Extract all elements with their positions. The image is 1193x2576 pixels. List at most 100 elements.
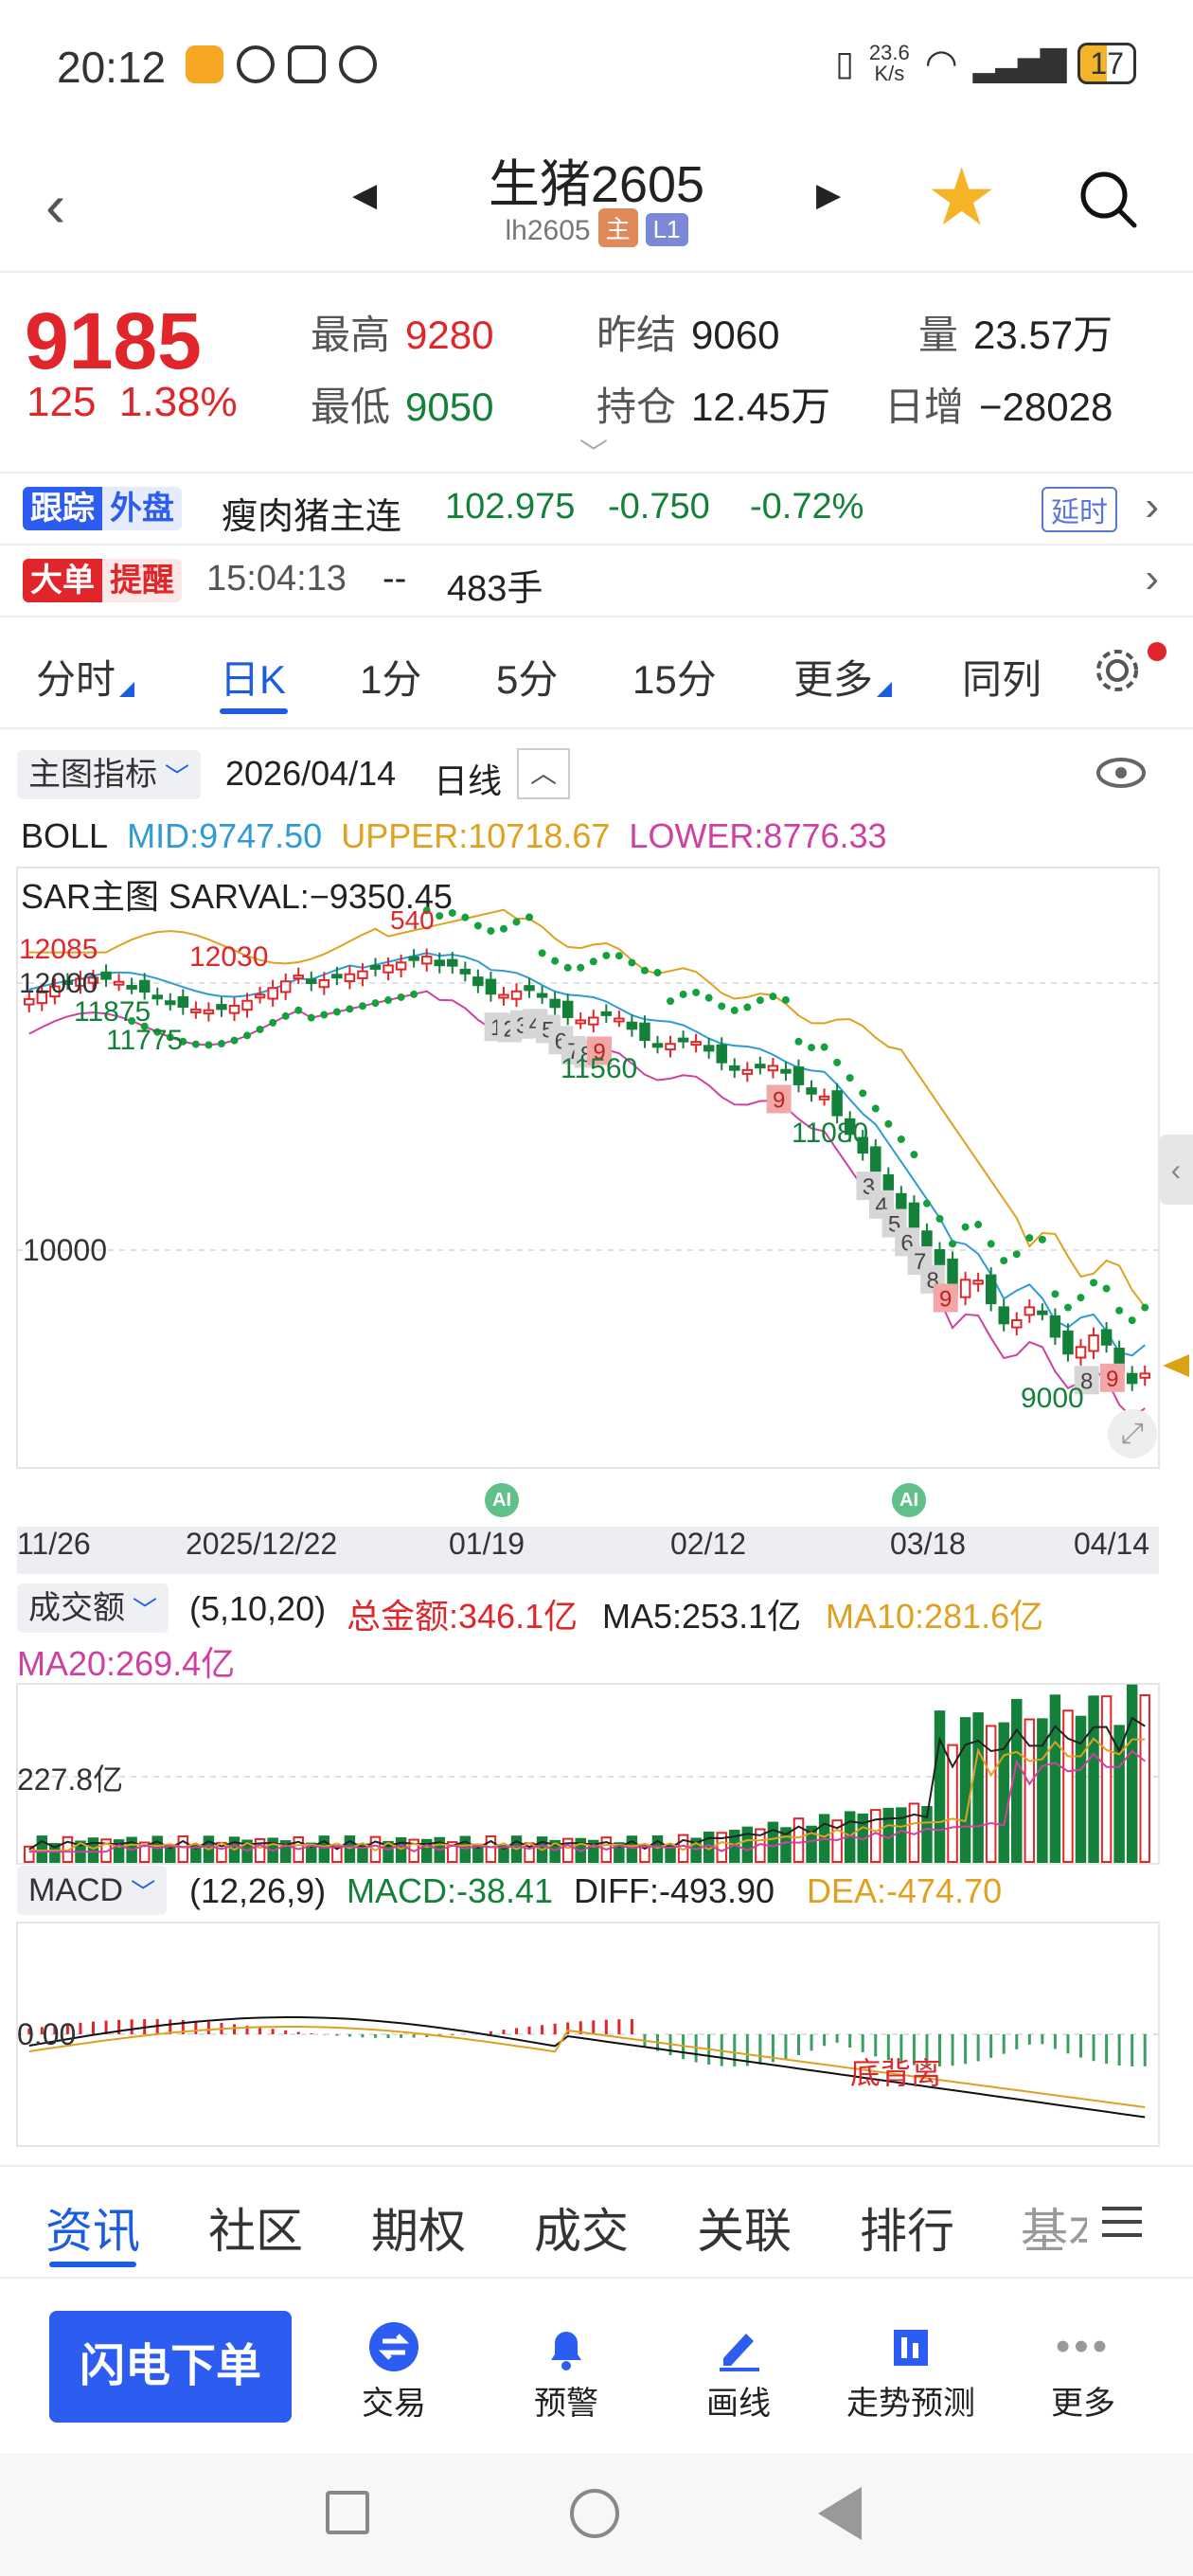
sar-dot <box>808 1044 816 1052</box>
back-icon[interactable]: ‹ <box>45 171 66 240</box>
tab-daily[interactable]: 日K <box>220 657 287 702</box>
volume-bar <box>561 1837 574 1863</box>
td-tag-bg <box>587 1036 612 1065</box>
eye-toggle-icon[interactable] <box>1095 754 1148 792</box>
draw-line-button[interactable]: 画线 <box>653 2317 824 2424</box>
volume-indicator-select[interactable]: 成交额 ﹀ <box>17 1583 169 1633</box>
settings-gear-icon[interactable] <box>1091 644 1144 697</box>
contract-code-line: lh2605 主 L1 <box>0 208 1193 247</box>
ai-badge-icon[interactable]: AI <box>485 1483 519 1517</box>
more-button[interactable]: ••• 更多 <box>998 2317 1168 2424</box>
sar-dot <box>281 1011 290 1020</box>
menu-icon[interactable] <box>1100 2203 1144 2241</box>
tab-5min[interactable]: 5分 <box>496 657 559 702</box>
low-cell: 最低 9050 <box>311 375 493 433</box>
tab-ranking[interactable]: 排行 <box>860 2205 954 2258</box>
sar-dot <box>987 1240 995 1248</box>
sar-dot <box>1141 1303 1149 1312</box>
candle-body <box>408 956 419 961</box>
sar-dot <box>243 1031 252 1040</box>
tab-options[interactable]: 期权 <box>371 2205 466 2258</box>
tab-related[interactable]: 关联 <box>697 2205 792 2258</box>
alert-button[interactable]: 预警 <box>481 2317 651 2424</box>
tab-fundamentals[interactable]: 基本 <box>1021 2205 1087 2258</box>
external-market-row[interactable]: 跟踪 外盘 瘦肉猪主连 102.975 -0.750 -0.72% 延时 › <box>0 474 1193 546</box>
chevron-right-icon: › <box>1145 555 1159 601</box>
candle-body <box>639 1022 650 1042</box>
sar-dot <box>1000 1257 1008 1265</box>
flash-order-button[interactable]: 闪电下单 <box>49 2311 292 2423</box>
more-dots-icon: ••• <box>1055 2323 1112 2370</box>
prev-settle-label: 昨结 <box>596 313 677 357</box>
tab-1min[interactable]: 1分 <box>360 657 422 702</box>
next-contract-icon[interactable]: ▶ <box>816 177 842 213</box>
tab-compare[interactable]: 同列 <box>962 657 1042 702</box>
candle-body <box>831 1090 843 1117</box>
search-icon[interactable] <box>1077 169 1138 229</box>
candle-body <box>561 1000 574 1018</box>
expand-chevron-icon[interactable]: ﹀ <box>579 438 608 470</box>
tab-more[interactable]: 更多 <box>793 648 893 706</box>
volume-bar <box>959 1717 971 1863</box>
low-value: 9050 <box>405 385 494 429</box>
big-order-row[interactable]: 大单 提醒 15:04:13 -- 483手 › <box>0 546 1193 617</box>
divergence-label: 底背离 <box>850 2056 942 2090</box>
sar-dot <box>307 1013 315 1022</box>
tab-community[interactable]: 社区 <box>208 2205 303 2258</box>
volume-bar <box>49 1843 61 1864</box>
dropdown-triangle-icon <box>877 682 893 697</box>
back-nav-icon[interactable] <box>818 2487 862 2540</box>
recents-icon[interactable] <box>326 2491 369 2534</box>
side-scroll-handle[interactable]: ‹ <box>1159 1135 1193 1205</box>
price-label-11875: 11875 <box>74 996 151 1028</box>
vibrate-icon: ▯ <box>835 44 854 82</box>
tab-trades[interactable]: 成交 <box>534 2205 629 2258</box>
volume-bar <box>767 1821 779 1864</box>
fullscreen-icon[interactable]: ⤢ <box>1108 1409 1157 1458</box>
sar-dot <box>346 1005 354 1013</box>
big-order-tag: 大单 提醒 <box>23 559 182 602</box>
prev-settle-cell: 昨结 9060 <box>596 303 779 361</box>
tab-intraday[interactable]: 分时 <box>36 648 135 706</box>
forecast-label: 走势预测 <box>846 2386 975 2422</box>
last-price: 9185 <box>25 296 202 385</box>
sar-dot <box>897 1135 905 1143</box>
home-icon[interactable] <box>570 2489 619 2538</box>
sar-dot <box>1012 1250 1021 1259</box>
main-indicator-select[interactable]: 主图指标 ﹀ <box>17 750 202 799</box>
prev-contract-icon[interactable]: ◀ <box>352 177 378 213</box>
candle-body <box>62 979 74 985</box>
candle-body <box>510 990 523 1000</box>
price-label-11080: 11080 <box>792 1118 869 1149</box>
candle-body <box>792 1066 805 1085</box>
daily-inc-label: 日增 <box>884 385 965 429</box>
boll-mid: MID:9747.50 <box>127 816 323 855</box>
candle-body <box>870 1146 881 1172</box>
trade-button[interactable]: 交易 <box>309 2317 479 2424</box>
change-value: 125 <box>27 379 97 425</box>
candle-body <box>113 980 125 986</box>
nfc-icon <box>288 45 326 83</box>
candle-body <box>741 1068 754 1075</box>
daily-inc-value: −28028 <box>979 385 1113 429</box>
volume-bar <box>1049 1694 1061 1863</box>
candle-body <box>228 1004 240 1014</box>
trade-icon <box>369 2322 418 2371</box>
sar-dot <box>1051 1290 1059 1298</box>
tab-15min[interactable]: 15分 <box>632 657 717 702</box>
candles <box>24 948 1150 1391</box>
tab-news[interactable]: 资讯 <box>45 2205 140 2258</box>
candle-body <box>1049 1315 1061 1338</box>
ai-badge-icon[interactable]: AI <box>892 1483 926 1517</box>
boll-legend: BOLL MID:9747.50 UPPER:10718.67 LOWER:87… <box>21 816 887 856</box>
volume-bar <box>1126 1684 1138 1863</box>
x-axis-label: 02/12 <box>670 1527 747 1561</box>
macd-indicator-select[interactable]: MACD ﹀ <box>17 1866 168 1915</box>
volume-bar <box>934 1710 946 1864</box>
favorite-star-icon[interactable]: ★ <box>926 152 998 242</box>
collapse-chart-button[interactable]: ︿ <box>517 748 570 799</box>
candle-body <box>318 978 330 989</box>
forecast-button[interactable]: 走势预测 <box>826 2317 996 2424</box>
chevron-down-icon: ﹀ <box>165 762 190 791</box>
